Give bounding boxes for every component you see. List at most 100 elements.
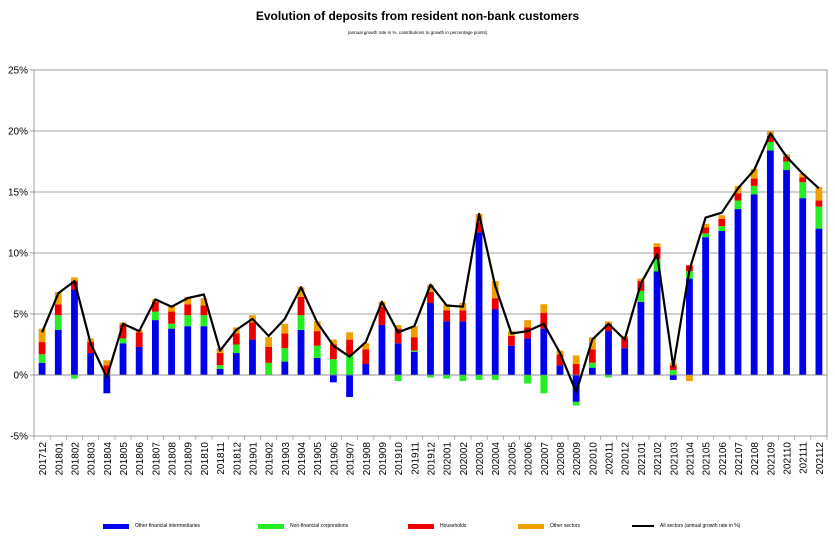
- bar-segment: [718, 226, 726, 232]
- bar-segment: [71, 277, 78, 282]
- legend-swatch: [103, 523, 129, 529]
- x-tick-label: 201811: [216, 442, 227, 475]
- bar-segment: [184, 315, 192, 327]
- legend-item: Other sectors: [518, 520, 580, 532]
- x-tick-label: 202006: [524, 442, 535, 476]
- bar-segment: [216, 353, 224, 366]
- bar-segment: [556, 365, 564, 375]
- bar-segment: [232, 353, 240, 375]
- x-tick-label: 201807: [151, 442, 162, 476]
- x-tick-label: 202005: [507, 442, 518, 476]
- bar-segment: [588, 362, 596, 368]
- x-tick-label: 201808: [168, 442, 179, 476]
- bar-segment: [216, 368, 224, 375]
- bar-segment: [669, 370, 677, 375]
- bar-segment: [766, 150, 774, 375]
- x-tick-label: 202111: [799, 442, 810, 474]
- bar-segment: [605, 323, 612, 332]
- bar-segment: [653, 259, 661, 272]
- x-tick-label: 201809: [184, 442, 195, 476]
- bar-segment: [394, 343, 402, 375]
- bar-segment: [54, 315, 62, 330]
- bar-segment: [540, 375, 548, 394]
- bar-segment: [572, 364, 580, 375]
- bar-segment: [168, 323, 175, 329]
- bar-segment: [313, 321, 321, 332]
- bar-segment: [491, 298, 499, 310]
- x-tick-label: 201909: [378, 442, 389, 476]
- bar-segment: [87, 342, 95, 354]
- bar-segment: [200, 298, 208, 306]
- bar-segment: [669, 375, 677, 380]
- bar-segment: [362, 349, 370, 365]
- bar-segment: [184, 304, 192, 316]
- x-tick-label: 202004: [491, 442, 502, 476]
- bar-segment: [249, 339, 256, 375]
- bar-segment: [637, 290, 645, 302]
- bar-segment: [410, 326, 418, 338]
- bar-segment: [702, 237, 710, 375]
- bar-segment: [588, 337, 596, 350]
- bar-segment: [572, 355, 580, 365]
- bar-segment: [783, 170, 790, 375]
- bar-segment: [297, 329, 305, 375]
- bar-segment: [799, 198, 807, 375]
- y-tick-label: 5%: [14, 310, 29, 321]
- bar-segment: [459, 310, 467, 322]
- x-tick-label: 201805: [119, 442, 130, 476]
- bar-segment: [572, 401, 580, 406]
- bar-segment: [702, 223, 710, 228]
- x-tick-label: 202001: [443, 442, 454, 476]
- x-tick-label: 202010: [588, 442, 599, 476]
- y-tick-label: 20%: [8, 127, 28, 138]
- legend-swatch: [408, 523, 434, 529]
- bar-segment: [815, 200, 823, 207]
- x-tick-label: 202107: [734, 442, 745, 476]
- x-tick-label: 201810: [200, 442, 211, 476]
- x-tick-label: 201905: [313, 442, 324, 476]
- bar-segment: [313, 331, 321, 346]
- bar-segment: [200, 326, 208, 375]
- bar-segment: [734, 200, 742, 210]
- x-tick-label: 201903: [281, 442, 292, 476]
- bar-segment: [216, 365, 224, 369]
- bar-segment: [297, 315, 305, 330]
- bar-segment: [427, 303, 434, 375]
- bar-segment: [750, 194, 758, 375]
- bar-segment: [168, 311, 175, 324]
- bar-segment: [168, 328, 175, 375]
- bar-segment: [686, 278, 693, 375]
- x-tick-label: 202110: [783, 442, 794, 475]
- x-tick-label: 201908: [362, 442, 373, 476]
- bar-segment: [783, 156, 790, 162]
- bar-segment: [605, 331, 612, 375]
- bar-segment: [799, 182, 807, 199]
- bar-segment: [443, 310, 451, 322]
- bar-segment: [38, 362, 46, 375]
- bar-segment: [491, 309, 499, 375]
- bar-segment: [38, 354, 46, 363]
- bar-segment: [524, 375, 532, 384]
- legend-item: Non-financial corporations: [258, 520, 348, 532]
- bar-segment: [410, 337, 418, 351]
- legend-label: All sectors (annual growth rate in %): [660, 523, 741, 529]
- bar-segment: [459, 321, 467, 375]
- bar-segment: [135, 346, 143, 375]
- all-sectors-line: [41, 132, 820, 394]
- bar-segment: [524, 338, 532, 375]
- y-tick-label: 15%: [8, 188, 28, 199]
- x-tick-label: 202104: [685, 442, 696, 476]
- bar-segment: [249, 322, 256, 340]
- legend-item: All sectors (annual growth rate in %): [632, 520, 740, 532]
- bar-segment: [151, 311, 159, 321]
- bar-segment: [346, 375, 353, 397]
- bar-segment: [281, 361, 289, 375]
- x-tick-label: 202109: [766, 442, 777, 476]
- bar-segment: [799, 173, 807, 178]
- x-tick-label: 202012: [621, 442, 632, 476]
- bar-segment: [718, 218, 726, 227]
- legend-label: Other sectors: [550, 523, 581, 529]
- bar-segment: [346, 355, 353, 375]
- bar-segment: [54, 292, 62, 305]
